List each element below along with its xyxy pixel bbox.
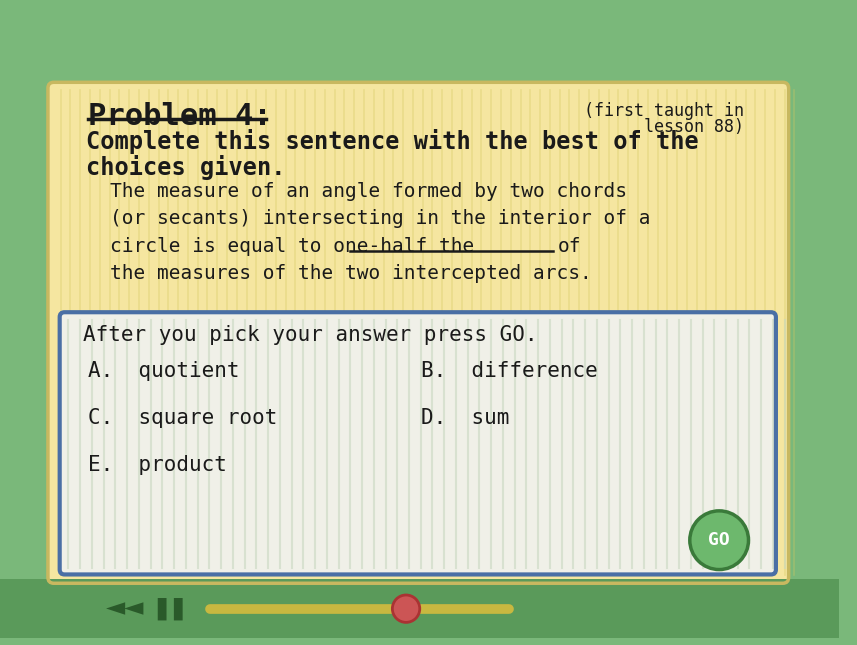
Text: ◄◄: ◄◄ (106, 597, 145, 620)
Text: E.  product: E. product (88, 455, 227, 475)
Text: (first taught in: (first taught in (584, 102, 744, 120)
Text: Problem 4:: Problem 4: (88, 102, 272, 131)
Text: circle is equal to one-half the: circle is equal to one-half the (110, 237, 474, 256)
Text: the measures of the two intercepted arcs.: the measures of the two intercepted arcs… (110, 264, 591, 283)
Circle shape (393, 595, 420, 622)
Circle shape (690, 511, 748, 570)
Text: A.  quotient: A. quotient (88, 361, 240, 381)
Text: of: of (558, 237, 581, 256)
FancyBboxPatch shape (60, 312, 776, 575)
Text: D.  sum: D. sum (421, 408, 509, 428)
Bar (0, 579, 838, 638)
Text: The measure of an angle formed by two chords: The measure of an angle formed by two ch… (110, 182, 626, 201)
Text: GO: GO (708, 531, 730, 549)
FancyBboxPatch shape (48, 83, 788, 583)
Text: lesson 88): lesson 88) (644, 117, 744, 135)
Text: B.  difference: B. difference (421, 361, 597, 381)
Text: choices given.: choices given. (86, 155, 285, 180)
Text: After you pick your answer press GO.: After you pick your answer press GO. (83, 325, 537, 345)
Text: C.  square root: C. square root (88, 408, 278, 428)
Text: (or secants) intersecting in the interior of a: (or secants) intersecting in the interio… (110, 210, 650, 228)
Text: ▌▌: ▌▌ (157, 597, 191, 620)
Text: Complete this sentence with the best of the: Complete this sentence with the best of … (86, 129, 698, 154)
